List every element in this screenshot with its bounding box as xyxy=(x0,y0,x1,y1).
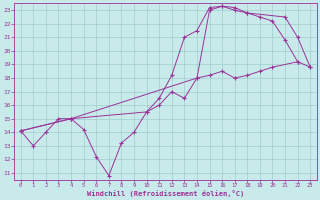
X-axis label: Windchill (Refroidissement éolien,°C): Windchill (Refroidissement éolien,°C) xyxy=(87,190,244,197)
